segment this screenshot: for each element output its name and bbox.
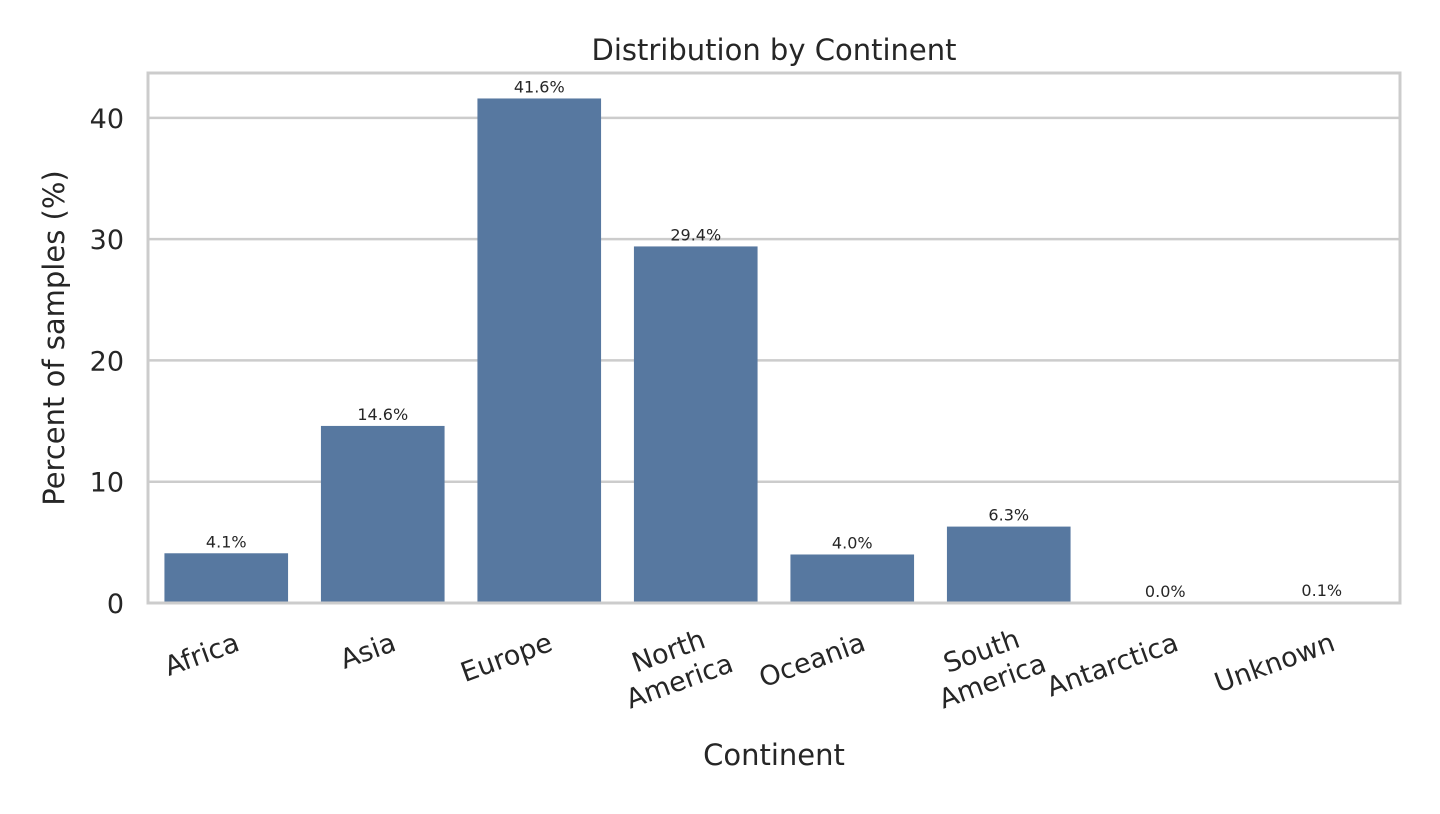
svg-text:Asia: Asia: [336, 627, 400, 675]
svg-text:Unknown: Unknown: [1211, 627, 1339, 699]
x-tick-label: Europe: [457, 627, 557, 689]
y-tick-label: 20: [90, 346, 124, 377]
bar-value-label: 4.1%: [206, 532, 247, 551]
gridlines: [148, 116, 1400, 483]
x-tick-label: Unknown: [1211, 627, 1339, 699]
bar-south-america: [946, 526, 1071, 603]
x-tick-label: Asia: [336, 627, 400, 675]
svg-text:Oceania: Oceania: [755, 627, 869, 694]
y-axis-ticks: 0 10 20 30 40: [90, 104, 124, 620]
bar-oceania: [790, 554, 915, 603]
bar-value-label: 0.0%: [1145, 582, 1186, 601]
bar-value-label: 0.1%: [1301, 581, 1342, 600]
bar-asia: [320, 425, 445, 603]
bar-north-america: [633, 246, 758, 603]
svg-text:Antarctica: Antarctica: [1043, 627, 1183, 703]
svg-text:Europe: Europe: [457, 627, 557, 689]
bar-value-label: 14.6%: [357, 405, 408, 424]
bar-value-label: 4.0%: [832, 533, 873, 552]
x-tick-label: Oceania: [755, 627, 869, 694]
bar-africa: [164, 553, 289, 603]
svg-text:Africa: Africa: [161, 627, 244, 682]
x-axis-label: Continent: [703, 738, 845, 772]
y-axis-label: Percent of samples (%): [37, 170, 71, 505]
y-tick-label: 10: [90, 468, 124, 499]
x-tick-label: Africa: [161, 627, 244, 682]
bar-europe: [477, 98, 602, 603]
chart-title: Distribution by Continent: [592, 33, 957, 67]
bar-value-label: 6.3%: [988, 506, 1029, 525]
y-tick-label: 40: [90, 104, 124, 135]
bars: 4.1% 14.6% 41.6% 29.4% 4.0% 6.3% 0.0% 0.1%: [164, 77, 1384, 603]
x-tick-label: Antarctica: [1043, 627, 1183, 703]
bar-value-label: 29.4%: [670, 225, 721, 244]
bar-value-label: 41.6%: [514, 77, 565, 96]
plot-area-frame: [146, 71, 1402, 605]
y-tick-label: 0: [107, 589, 124, 620]
y-tick-label: 30: [90, 225, 124, 256]
